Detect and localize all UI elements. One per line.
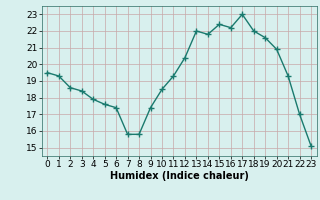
- X-axis label: Humidex (Indice chaleur): Humidex (Indice chaleur): [110, 171, 249, 181]
